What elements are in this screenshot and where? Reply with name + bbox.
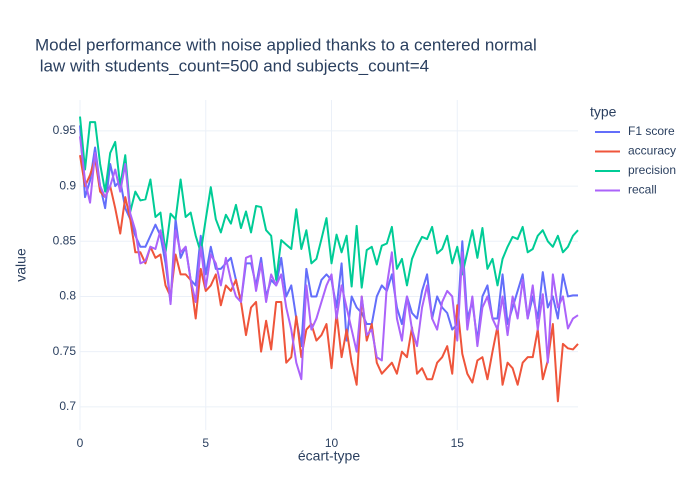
legend-label: F1 score — [628, 124, 675, 138]
y-tick-label: 0.8 — [59, 289, 76, 303]
y-tick-label: 0.85 — [53, 233, 77, 247]
legend-label: recall — [628, 183, 657, 197]
x-tick-label: 5 — [202, 436, 209, 450]
y-axis-title: value — [13, 248, 29, 282]
y-tick-label: 0.9 — [59, 178, 76, 192]
line — [79, 125, 578, 348]
line — [79, 136, 579, 381]
x-tick-label: 0 — [77, 436, 84, 450]
y-tick-label: 0.95 — [53, 123, 77, 137]
chart-title: law with students_count=500 and subjects… — [35, 56, 429, 75]
line — [79, 116, 579, 289]
chart-title: Model performance with noise applied tha… — [35, 35, 537, 54]
y-tick-label: 0.75 — [53, 344, 77, 358]
legend-title: type — [590, 104, 617, 120]
x-axis-title: écart-type — [298, 448, 360, 464]
legend-label: precision — [628, 163, 676, 177]
x-tick-label: 10 — [325, 436, 339, 450]
legend-label: accuracy — [628, 144, 676, 158]
line — [79, 155, 579, 403]
x-tick-label: 15 — [451, 436, 465, 450]
y-tick-label: 0.7 — [59, 399, 76, 413]
